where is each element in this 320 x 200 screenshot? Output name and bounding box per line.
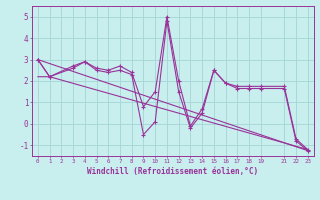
X-axis label: Windchill (Refroidissement éolien,°C): Windchill (Refroidissement éolien,°C) bbox=[87, 167, 258, 176]
